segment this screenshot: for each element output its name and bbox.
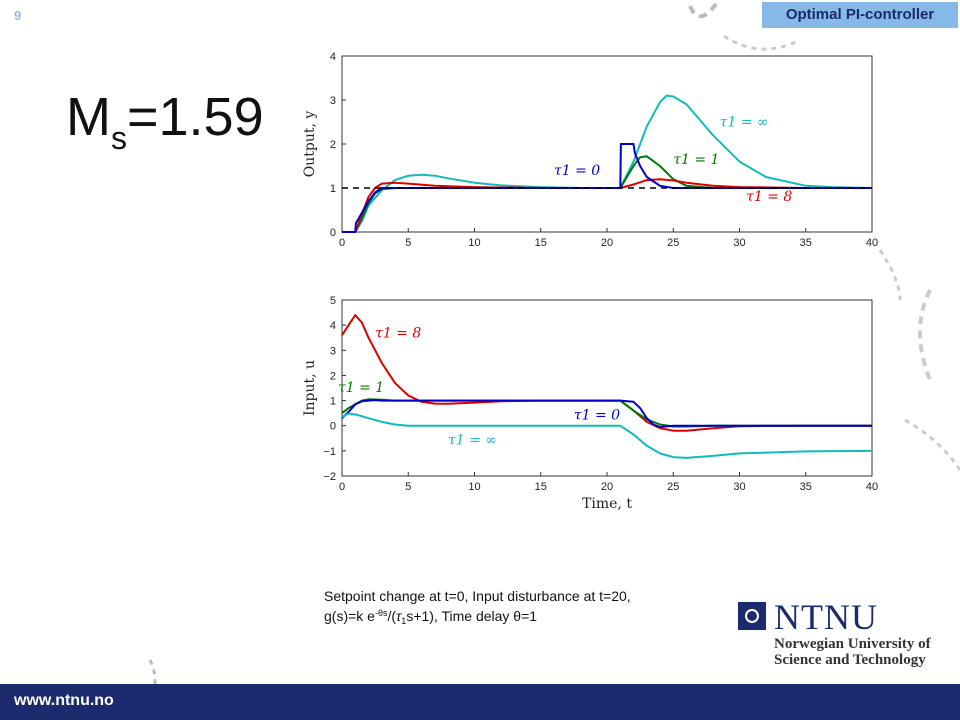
input-plot-svg: 0 5 10 15 20 25 30 35 40 −2 −1 0 1 2 3 4 5 τ1 = 8 τ1 = 1 τ1… bbox=[302, 295, 878, 512]
output-annotation-1: τ1 = 1 bbox=[673, 152, 719, 168]
input-ytick-label-4: 2 bbox=[330, 370, 336, 382]
slide-number: 9 bbox=[14, 8, 22, 23]
input-series-line-3 bbox=[341, 412, 873, 459]
input-xtick-label-1: 5 bbox=[405, 481, 411, 493]
ntnu-logo-name: NTNU bbox=[774, 597, 878, 637]
ms-subscript: s bbox=[110, 120, 127, 156]
input-annotation-3: τ1 = ∞ bbox=[448, 433, 497, 449]
input-xtick-label-0: 0 bbox=[339, 481, 345, 493]
caption-l2b: /( bbox=[387, 608, 397, 624]
input-ytick-label-6: 4 bbox=[330, 320, 336, 332]
caption-l2a: g(s)=k e bbox=[324, 608, 375, 624]
input-annotation-1: τ1 = 1 bbox=[338, 380, 384, 396]
output-xtick-label-8: 40 bbox=[866, 237, 878, 249]
ms-value: =1.59 bbox=[126, 87, 264, 147]
input-xtick-label-6: 30 bbox=[733, 481, 745, 493]
input-plot: 0 5 10 15 20 25 30 35 40 −2 −1 0 1 2 3 4 5 τ1 = 8 τ1 = 1 τ1… bbox=[300, 290, 900, 520]
input-ytick-label-3: 1 bbox=[330, 396, 336, 408]
output-xtick-label-3: 15 bbox=[535, 237, 547, 249]
output-xtick-label-7: 35 bbox=[800, 237, 812, 249]
caption-l2-superscript: -θs bbox=[374, 608, 388, 618]
output-annotation-2: τ1 = 0 bbox=[554, 163, 600, 179]
output-xtick-label-2: 10 bbox=[468, 237, 480, 249]
input-ytick-label-5: 3 bbox=[330, 345, 336, 357]
output-xtick-label-1: 5 bbox=[405, 237, 411, 249]
output-ytick-label-2: 2 bbox=[330, 139, 336, 151]
ntnu-logo-mark bbox=[738, 602, 766, 630]
caption-l2-tau: τ bbox=[396, 608, 402, 624]
input-xtick-label-8: 40 bbox=[866, 481, 878, 493]
input-ytick-label-7: 5 bbox=[330, 295, 336, 307]
input-xlabel: Time, t bbox=[582, 496, 632, 512]
output-plot: 0 5 10 15 20 25 30 35 40 0 1 2 3 4 τ1 = ∞ τ1 = 1 τ1 = 0 τ… bbox=[300, 40, 900, 270]
caption-l2-subscript: 1 bbox=[401, 616, 407, 626]
caption-line-2: g(s)=k e-θs/(τ1s+1), Time delay θ=1 bbox=[324, 606, 631, 628]
input-xtick-label-7: 35 bbox=[800, 481, 812, 493]
input-plot-frame bbox=[341, 299, 873, 477]
output-xtick-label-5: 25 bbox=[667, 237, 679, 249]
output-xtick-label-6: 30 bbox=[733, 237, 745, 249]
caption: Setpoint change at t=0, Input disturbanc… bbox=[324, 586, 631, 628]
input-ytick-label-2: 0 bbox=[330, 421, 336, 433]
footer-bar: www.ntnu.no bbox=[0, 684, 960, 720]
output-annotation-0: τ1 = ∞ bbox=[720, 114, 769, 130]
input-xtick-label-4: 20 bbox=[601, 481, 613, 493]
sensitivity-peak-label: Ms=1.59 bbox=[66, 86, 264, 156]
input-xtick-label-2: 10 bbox=[468, 481, 480, 493]
caption-line-1: Setpoint change at t=0, Input disturbanc… bbox=[324, 588, 631, 604]
ntnu-logo-subtitle: Norwegian University of Science and Tech… bbox=[774, 636, 931, 668]
input-series-line-2 bbox=[341, 399, 872, 428]
output-ytick-label-4: 4 bbox=[330, 51, 336, 63]
footer-url[interactable]: www.ntnu.no bbox=[14, 692, 114, 709]
output-plot-frame bbox=[341, 55, 873, 233]
input-ylabel: Input, u bbox=[302, 360, 318, 416]
output-ylabel: Output, y bbox=[302, 111, 318, 178]
input-ytick-label-0: −2 bbox=[323, 471, 336, 483]
input-xtick-label-5: 25 bbox=[667, 481, 679, 493]
caption-l2c: s+1), Time delay θ=1 bbox=[406, 608, 538, 624]
input-xtick-label-3: 15 bbox=[535, 481, 547, 493]
slide-title-badge: Optimal PI-controller bbox=[762, 2, 958, 28]
output-ytick-label-1: 1 bbox=[330, 183, 336, 195]
output-ytick-label-3: 3 bbox=[330, 95, 336, 107]
ms-symbol: M bbox=[66, 87, 111, 147]
output-ytick-label-0: 0 bbox=[330, 227, 336, 239]
input-ytick-label-1: −1 bbox=[323, 446, 336, 458]
output-xtick-label-0: 0 bbox=[339, 237, 345, 249]
output-plot-svg: 0 5 10 15 20 25 30 35 40 0 1 2 3 4 τ1 = ∞ τ1 = 1 τ1 = 0 τ… bbox=[302, 51, 878, 249]
output-series-line-3 bbox=[342, 143, 872, 233]
input-annotation-0: τ1 = 8 bbox=[375, 326, 421, 342]
input-annotation-2: τ1 = 0 bbox=[574, 407, 620, 423]
output-annotation-3: τ1 = 8 bbox=[746, 189, 792, 205]
output-xtick-label-4: 20 bbox=[601, 237, 613, 249]
